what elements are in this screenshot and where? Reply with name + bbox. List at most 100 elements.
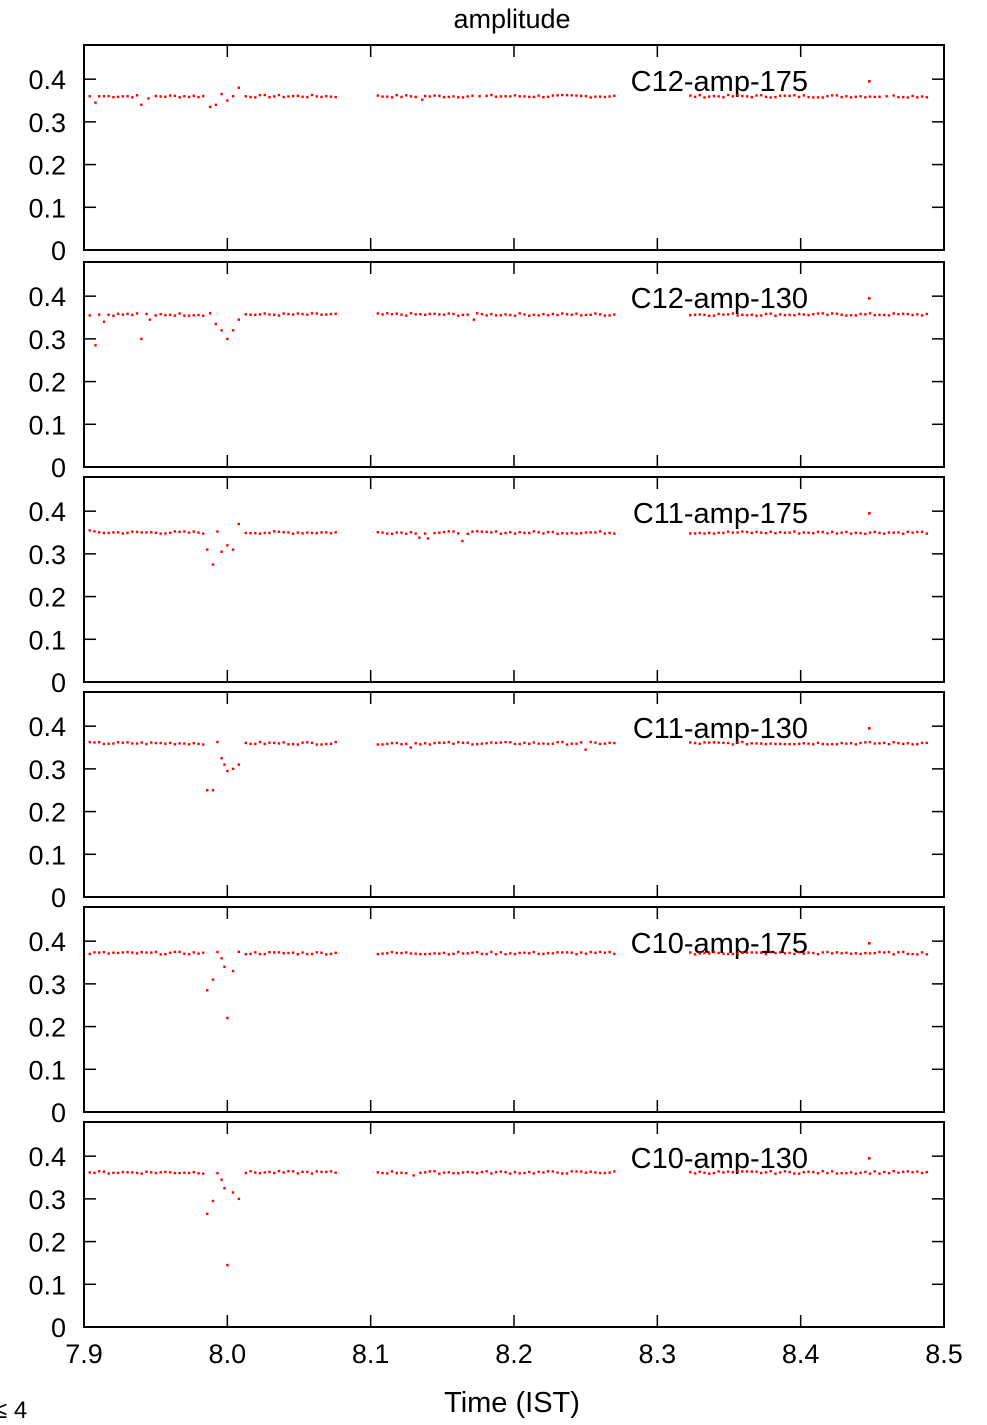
data-point xyxy=(178,312,181,315)
data-point xyxy=(97,531,101,534)
data-point xyxy=(589,740,592,744)
data-point xyxy=(282,531,285,534)
panel-3: 0 0.1 0.2 0.3 0.4 C11-amp-175 xyxy=(28,476,945,698)
legend-label: C11-amp-175 xyxy=(633,498,808,530)
data-point xyxy=(901,742,905,746)
data-point xyxy=(140,741,143,744)
data-point xyxy=(471,530,474,533)
data-point xyxy=(717,741,720,744)
data-point xyxy=(223,763,226,766)
data-point xyxy=(783,531,787,534)
data-point xyxy=(208,105,212,109)
data-point xyxy=(788,94,791,98)
data-point xyxy=(490,1172,493,1175)
data-point xyxy=(807,95,810,99)
data-point xyxy=(216,530,219,533)
data-point xyxy=(154,741,158,745)
data-point xyxy=(187,531,191,534)
data-point xyxy=(263,742,266,746)
data-point xyxy=(793,742,796,746)
data-point xyxy=(722,531,725,535)
data-point xyxy=(211,563,215,566)
data-point xyxy=(164,313,167,317)
data-point xyxy=(537,94,540,97)
data-point xyxy=(925,312,928,316)
data-point xyxy=(764,1171,768,1174)
data-point xyxy=(916,953,919,956)
data-point xyxy=(797,312,801,316)
data-point xyxy=(883,741,886,745)
data-point xyxy=(277,314,281,317)
legend-marker xyxy=(868,942,871,945)
data-point xyxy=(911,1171,914,1174)
data-point xyxy=(466,313,469,316)
data-point xyxy=(216,1171,219,1175)
data-point xyxy=(466,95,469,98)
data-point xyxy=(226,769,229,773)
legend-marker xyxy=(868,1157,871,1160)
data-point xyxy=(551,1170,555,1173)
y-tick-label: 0.1 xyxy=(28,840,66,870)
data-point xyxy=(301,1170,304,1174)
data-point xyxy=(296,531,300,534)
data-point xyxy=(291,532,295,535)
data-point xyxy=(226,1016,229,1020)
data-point xyxy=(381,95,384,98)
data-point xyxy=(575,742,578,745)
legend-label: C10-amp-130 xyxy=(631,1143,808,1175)
data-point xyxy=(116,1171,120,1175)
data-point xyxy=(433,94,436,97)
data-point xyxy=(192,530,195,533)
data-point xyxy=(513,742,517,746)
data-point xyxy=(148,318,152,321)
y-tick-label: 0 xyxy=(51,1313,66,1343)
data-point xyxy=(755,951,758,954)
data-point xyxy=(442,1171,446,1174)
data-point xyxy=(409,746,412,749)
data-point xyxy=(107,94,110,98)
data-point xyxy=(485,1170,488,1173)
data-point xyxy=(703,951,706,955)
data-point xyxy=(920,951,924,954)
data-point xyxy=(892,312,895,315)
data-point xyxy=(788,313,791,317)
data-point xyxy=(452,952,455,956)
data-point xyxy=(214,103,218,106)
data-point xyxy=(226,99,229,102)
data-point xyxy=(405,314,408,317)
data-point xyxy=(400,531,403,534)
data-point xyxy=(532,313,536,317)
data-point xyxy=(613,313,616,316)
data-point xyxy=(386,312,389,315)
data-point xyxy=(291,742,295,746)
data-point xyxy=(258,93,262,97)
data-point xyxy=(840,95,843,99)
data-point xyxy=(925,1170,928,1174)
data-point xyxy=(499,532,503,535)
data-point xyxy=(277,93,281,97)
x-axis-label: Time (IST) xyxy=(444,1387,580,1419)
data-point xyxy=(254,96,257,99)
legend-marker xyxy=(868,297,871,300)
data-point xyxy=(897,741,900,745)
data-point xyxy=(438,531,441,534)
data-point xyxy=(551,94,555,97)
data-point xyxy=(873,313,876,317)
data-point xyxy=(452,95,455,98)
data-point xyxy=(793,314,796,317)
data-point xyxy=(551,530,555,534)
data-point xyxy=(390,312,394,316)
data-point xyxy=(513,314,517,317)
data-point xyxy=(812,951,815,955)
data-point xyxy=(518,530,521,534)
data-point xyxy=(816,96,820,99)
data-point xyxy=(192,951,195,954)
data-point xyxy=(442,951,446,955)
data-point xyxy=(845,742,848,745)
data-point xyxy=(263,93,266,97)
data-point xyxy=(689,313,692,317)
data-point xyxy=(164,742,167,745)
data-point xyxy=(580,1170,583,1173)
data-point xyxy=(237,522,240,526)
data-point xyxy=(911,952,914,956)
